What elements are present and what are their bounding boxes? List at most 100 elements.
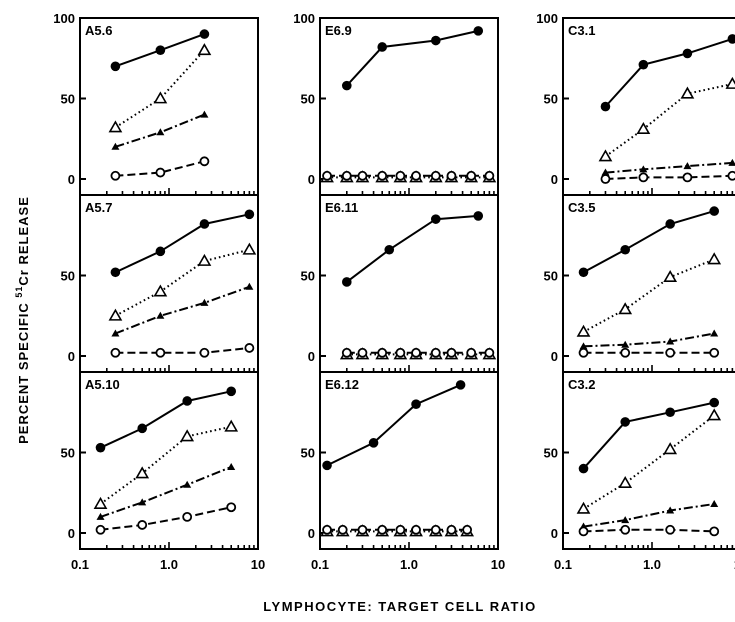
point-open-triangle [108, 308, 123, 321]
y-tick-label: 0 [551, 349, 558, 364]
series-filled-triangle [579, 500, 719, 530]
panel-frame [79, 17, 259, 196]
x-tick-label: 10 [251, 557, 265, 572]
point-open-triangle [576, 324, 591, 337]
series-line [582, 414, 715, 510]
point-filled-circle [638, 59, 649, 70]
point-open-circle [727, 170, 735, 181]
point-open-triangle [680, 86, 695, 99]
series-open-triangle [108, 43, 212, 133]
point-open-circle [709, 347, 720, 358]
series-open-circle [578, 524, 720, 537]
series-line [605, 161, 733, 174]
x-tick-label: 1.0 [643, 557, 661, 572]
point-open-triangle [725, 76, 735, 89]
y-tick-label: 0 [68, 172, 75, 187]
y-tick-label: 50 [301, 446, 315, 461]
series-line [115, 285, 250, 335]
point-open-triangle [108, 120, 123, 133]
point-open-triangle [618, 302, 633, 315]
point-filled-triangle [111, 142, 120, 150]
series-filled-circle [578, 397, 720, 474]
point-filled-circle [709, 397, 720, 408]
series-filled-circle [95, 386, 237, 453]
point-open-circle [430, 347, 441, 358]
series-filled-triangle [111, 282, 254, 337]
panel-label: A5.7 [85, 200, 112, 215]
point-filled-triangle [601, 168, 610, 176]
point-filled-circle [341, 80, 352, 91]
series-line [583, 332, 715, 348]
point-open-triangle [636, 121, 651, 135]
panel-label: C3.5 [568, 200, 595, 215]
series-open-circle [110, 156, 210, 181]
series-line [100, 390, 232, 449]
point-filled-circle [384, 244, 395, 255]
series-line [114, 213, 250, 274]
point-open-triangle [663, 269, 678, 283]
point-filled-triangle [200, 298, 209, 306]
panel-label: E6.11 [325, 200, 358, 215]
panel-frame [79, 371, 259, 550]
panel-E6-11: 0 50 E6.11 [301, 194, 499, 373]
y-tick-label: 0 [551, 172, 558, 187]
point-filled-circle [155, 45, 166, 55]
point-open-circle [638, 172, 649, 183]
point-filled-circle [226, 386, 237, 397]
point-open-circle [226, 502, 237, 513]
point-filled-circle [473, 26, 484, 36]
series-open-circle [322, 524, 473, 535]
point-open-circle [466, 347, 477, 358]
panel-frame [562, 371, 735, 550]
series-filled-circle [578, 206, 720, 278]
x-tick-label: 1.0 [160, 557, 178, 572]
series-open-triangle [576, 252, 722, 337]
point-filled-circle [411, 399, 421, 410]
point-filled-triangle [200, 110, 209, 118]
point-filled-circle [199, 29, 210, 39]
y-tick-label: 100 [53, 11, 75, 26]
series-open-triangle [576, 408, 722, 514]
x-tick-label: 10 [734, 557, 735, 572]
point-filled-circle [110, 267, 121, 278]
point-open-triangle [242, 242, 257, 255]
point-filled-circle [709, 206, 720, 216]
point-filled-circle [727, 34, 735, 44]
series-open-circle [341, 347, 495, 358]
point-open-circle [137, 520, 148, 530]
panel-frame [79, 194, 259, 373]
point-filled-triangle [111, 329, 120, 337]
point-open-circle [600, 174, 611, 184]
series-open-circle [95, 502, 237, 535]
point-filled-triangle [728, 158, 735, 166]
point-open-circle [620, 524, 631, 535]
y-tick-label: 0 [68, 349, 75, 364]
y-axis-label: PERCENT SPECIFIC 51Cr RELEASE [14, 196, 31, 444]
point-filled-circle [578, 267, 589, 278]
point-filled-circle [430, 214, 441, 224]
point-filled-triangle [156, 128, 165, 136]
point-filled-circle [377, 42, 388, 52]
point-open-circle [411, 170, 421, 181]
point-filled-triangle [579, 342, 588, 350]
point-open-circle [341, 347, 352, 358]
point-filled-triangle [227, 462, 236, 470]
point-open-circle [466, 170, 477, 181]
y-tick-label: 100 [536, 11, 558, 26]
point-filled-circle [430, 35, 441, 46]
panel-label: C3.1 [568, 23, 595, 38]
point-open-triangle [93, 496, 108, 509]
series-filled-circle [341, 211, 484, 287]
series-line [100, 466, 232, 518]
point-filled-triangle [666, 506, 675, 514]
point-filled-triangle [683, 162, 692, 170]
point-open-circle [110, 347, 121, 358]
point-open-circle [395, 347, 406, 358]
x-axis-label: LYMPHOCYTE: TARGET CELL RATIO [263, 599, 536, 614]
y-tick-label: 0 [308, 349, 315, 364]
series-line [346, 214, 479, 283]
point-filled-triangle [138, 498, 147, 506]
y-tick-label: 50 [544, 269, 558, 284]
series-line [583, 503, 715, 528]
series-open-circle [322, 170, 495, 181]
